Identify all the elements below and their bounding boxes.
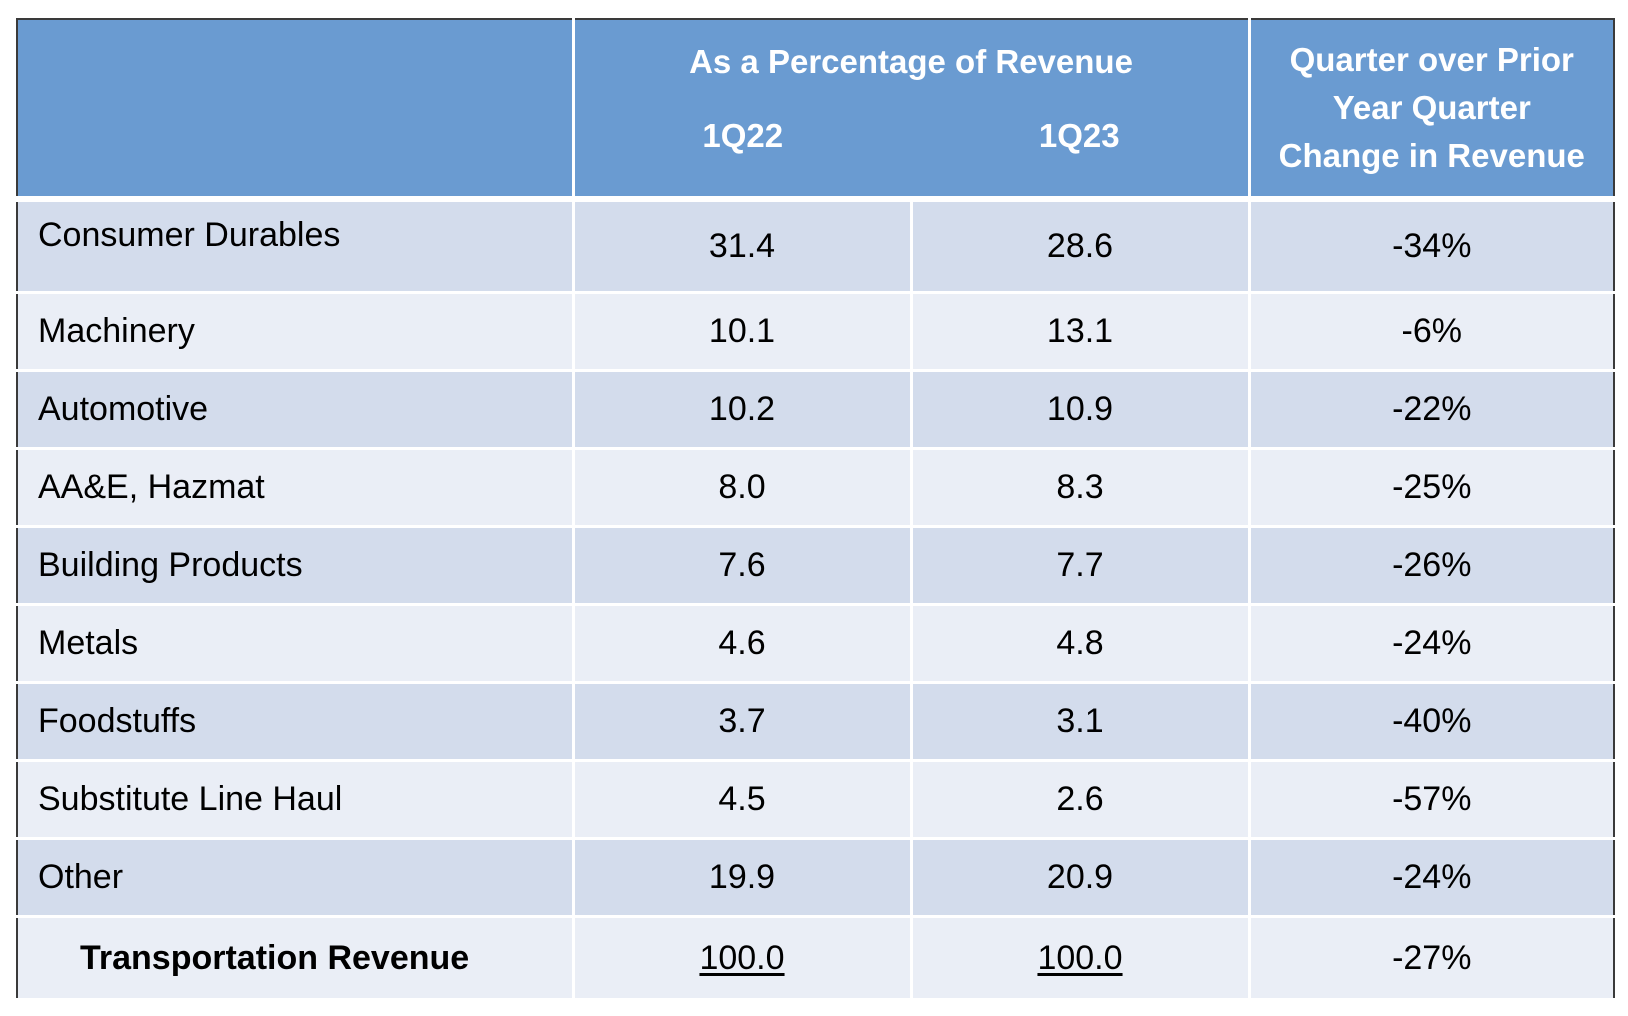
row-change-value: -25% [1249,448,1614,528]
row-change-value: -24% [1249,604,1614,684]
row-change-value: -6% [1249,292,1614,372]
row-change-value: -57% [1249,760,1614,840]
row-label: Building Products [17,526,575,606]
header-change-title: Quarter over Prior Year Quarter Change i… [1247,19,1614,196]
row-1q22-value: 4.5 [573,760,913,840]
row-change-value: -24% [1249,838,1614,918]
row-change-value: -22% [1249,370,1614,450]
header-1q22: 1Q22 [573,104,911,196]
row-1q22-value: 10.1 [573,292,913,372]
row-1q23-value: 2.6 [911,760,1251,840]
table-row: Automotive 10.2 10.9 -22% [17,370,1614,450]
total-change-value: -27% [1249,916,1614,1001]
total-1q22-text: 100.0 [699,938,785,977]
header-1q23: 1Q23 [911,104,1249,196]
row-label: Substitute Line Haul [17,760,575,840]
table-row: Foodstuffs 3.7 3.1 -40% [17,682,1614,762]
row-1q23-value: 13.1 [911,292,1251,372]
row-label: Metals [17,604,575,684]
total-1q22-value: 100.0 [573,916,913,1001]
total-row: Transportation Revenue 100.0 100.0 -27% [17,916,1614,1001]
row-label: AA&E, Hazmat [17,448,575,528]
row-change-value: -34% [1249,199,1614,294]
table-row: Other 19.9 20.9 -24% [17,838,1614,918]
row-label: Machinery [17,292,575,372]
header-change-line3: Change in Revenue [1278,137,1585,174]
header-change-line1: Quarter over Prior [1289,41,1574,78]
table-row: Metals 4.6 4.8 -24% [17,604,1614,684]
row-1q22-value: 19.9 [573,838,913,918]
row-label: Other [17,838,575,918]
total-1q23-value: 100.0 [911,916,1251,1001]
revenue-table: As a Percentage of Revenue Quarter over … [16,18,1615,1001]
table-row: Machinery 10.1 13.1 -6% [17,292,1614,372]
row-1q22-value: 10.2 [573,370,913,450]
row-1q23-value: 20.9 [911,838,1251,918]
row-1q23-value: 8.3 [911,448,1251,528]
table-row: AA&E, Hazmat 8.0 8.3 -25% [17,448,1614,528]
row-1q22-value: 4.6 [573,604,913,684]
total-label: Transportation Revenue [17,916,575,1001]
row-change-value: -26% [1249,526,1614,606]
row-1q22-value: 31.4 [573,199,913,294]
row-1q22-value: 3.7 [573,682,913,762]
table-row: Substitute Line Haul 4.5 2.6 -57% [17,760,1614,840]
table-row: Building Products 7.6 7.7 -26% [17,526,1614,606]
row-change-value: -40% [1249,682,1614,762]
row-1q22-value: 8.0 [573,448,913,528]
row-1q22-value: 7.6 [573,526,913,606]
header-row-top: As a Percentage of Revenue Quarter over … [17,19,1614,196]
header-blank-cell [17,19,575,196]
header-row-bottom: 1Q22 1Q23 [17,104,1614,196]
row-1q23-value: 28.6 [911,199,1251,294]
total-1q23-text: 100.0 [1037,938,1123,977]
header-change-line2: Year Quarter [1332,89,1531,126]
row-1q23-value: 3.1 [911,682,1251,762]
row-label: Foodstuffs [17,682,575,762]
header-group-title: As a Percentage of Revenue [573,19,1249,104]
row-1q23-value: 4.8 [911,604,1251,684]
row-1q23-value: 7.7 [911,526,1251,606]
row-label: Consumer Durables [17,199,575,294]
row-1q23-value: 10.9 [911,370,1251,450]
row-label: Automotive [17,370,575,450]
table-row: Consumer Durables 31.4 28.6 -34% [17,199,1614,294]
